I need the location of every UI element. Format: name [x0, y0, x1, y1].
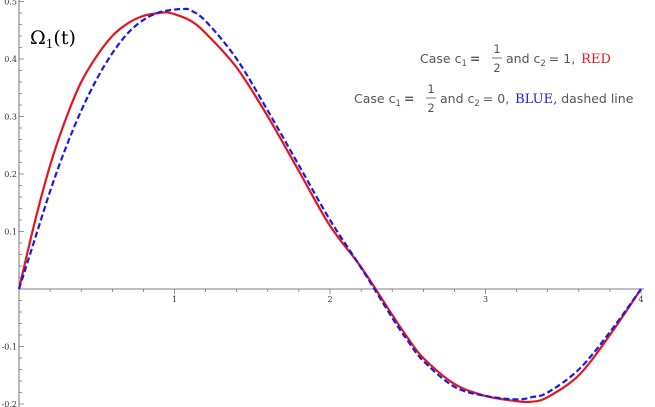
x-tick-label: 4 [638, 295, 643, 304]
legend-blue-name: BLUE, [515, 92, 557, 107]
legend-red-c1-sub: 1 [461, 59, 466, 69]
legend-red-eq: = [470, 51, 480, 66]
y-tick-label: -0.2 [2, 400, 17, 407]
y-tick-label: 0.3 [4, 113, 17, 122]
legend-red-text2: and c2 = 1, RED [506, 51, 611, 69]
series-blue-dashed-line [17, 7, 642, 401]
legend-blue-prefix: Case c [354, 91, 396, 106]
legend-blue-frac-num: 1 [427, 82, 434, 96]
legend-red-text: Case c1 = [420, 51, 480, 69]
legend-blue-c2-val: = 0, [483, 91, 509, 106]
legend-blue-eq: = [404, 91, 414, 106]
legend-blue-text2: and c2 = 0, BLUE, dashed line [440, 91, 634, 109]
x-tick-label: 2 [327, 295, 332, 304]
series-red-line [17, 11, 642, 404]
y-tick-label: 0.1 [4, 228, 17, 237]
series-layer [17, 7, 642, 404]
y-axis-label: Ω1(t) [30, 27, 76, 51]
legend-blue-suffix: dashed line [557, 91, 633, 106]
y-axis-label-rest: (t) [53, 27, 75, 49]
legend-blue-frac-den: 2 [427, 101, 434, 115]
legend-blue-text: Case c1 = [354, 91, 414, 109]
legend-red-c2-val: = 1, [549, 51, 575, 66]
legend-red-frac-den: 2 [493, 61, 500, 75]
legend-blue-mid: and c [440, 91, 474, 106]
legend-red-c2-sub: 2 [540, 59, 545, 69]
legend-blue-c1-sub: 1 [395, 99, 400, 109]
y-axis-label-sub: 1 [46, 37, 54, 51]
legend-red-frac-num: 1 [493, 42, 500, 56]
y-tick-label: 0.2 [4, 170, 17, 179]
legend-blue-c2-sub: 2 [474, 99, 479, 109]
y-tick-label: 0.5 [4, 0, 17, 7]
legend-red-prefix: Case c [420, 51, 462, 66]
legend-red: Case c1 = 1 2 and c2 = 1, RED [420, 42, 611, 75]
y-axis-label-main: Ω [30, 27, 46, 49]
x-tick-label: 1 [172, 295, 177, 304]
legend-red-name: RED [581, 52, 611, 67]
y-tick-label: 0.4 [4, 55, 17, 64]
legend-blue: Case c1 = 1 2 and c2 = 0, BLUE, dashed line [354, 82, 634, 115]
y-tick-label: -0.1 [2, 343, 17, 352]
x-tick-label: 3 [483, 295, 488, 304]
legend-red-mid: and c [506, 51, 540, 66]
